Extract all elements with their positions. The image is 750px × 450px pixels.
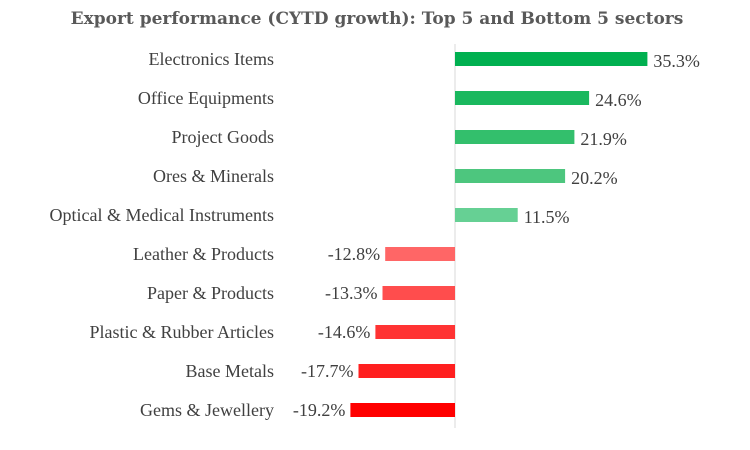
- category-label: Project Goods: [172, 127, 275, 147]
- value-label: 11.5%: [524, 207, 570, 227]
- value-label: -12.8%: [328, 244, 381, 264]
- category-label: Optical & Medical Instruments: [50, 205, 274, 225]
- value-label: 24.6%: [595, 90, 642, 110]
- bar: [455, 208, 518, 222]
- value-label: -14.6%: [318, 322, 371, 342]
- category-label: Plastic & Rubber Articles: [90, 322, 274, 342]
- bar: [455, 169, 566, 183]
- category-label: Ores & Minerals: [153, 166, 274, 186]
- value-label: -13.3%: [325, 283, 378, 303]
- category-label: Electronics Items: [149, 49, 274, 69]
- value-label: 21.9%: [580, 129, 627, 149]
- bar: [385, 247, 455, 261]
- value-label: 35.3%: [653, 51, 700, 71]
- bar: [375, 325, 455, 339]
- bar: [455, 52, 648, 66]
- category-label: Gems & Jewellery: [140, 400, 274, 420]
- value-label: 20.2%: [571, 168, 618, 188]
- chart-title: Export performance (CYTD growth): Top 5 …: [71, 9, 684, 29]
- category-label: Office Equipments: [138, 88, 274, 108]
- category-label: Base Metals: [186, 361, 274, 381]
- bar: [358, 364, 455, 378]
- bar: [455, 91, 590, 105]
- category-label: Leather & Products: [133, 244, 274, 264]
- bars-group: Electronics Items 35.3% Office Equipments 2…: [50, 49, 700, 420]
- bar: [382, 286, 455, 300]
- value-label: -17.7%: [301, 361, 354, 381]
- bar: [455, 130, 575, 144]
- value-label: -19.2%: [293, 400, 346, 420]
- category-label: Paper & Products: [147, 283, 274, 303]
- bar: [350, 403, 455, 417]
